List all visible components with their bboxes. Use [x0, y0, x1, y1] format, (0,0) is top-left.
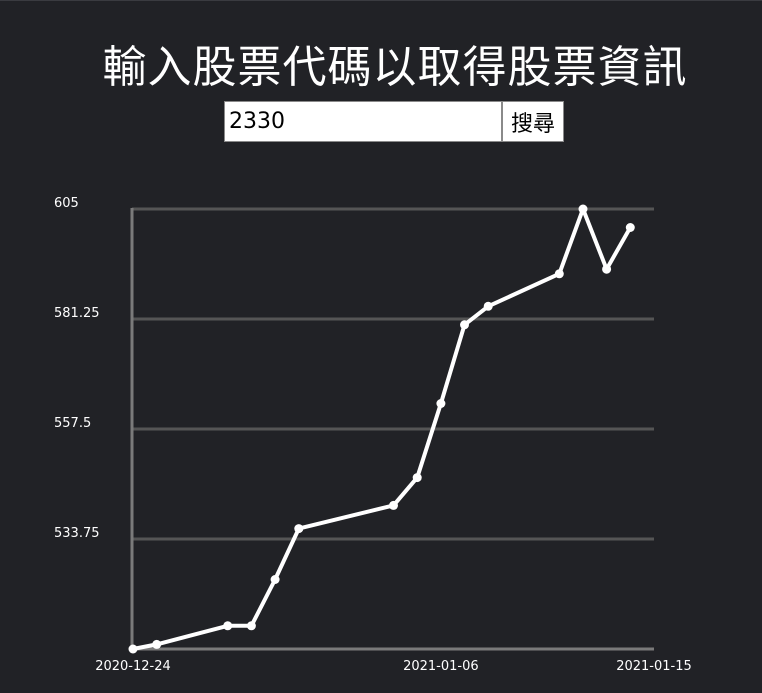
x-tick-label: 2021-01-06: [403, 659, 479, 674]
x-tick-label: 2021-01-15: [616, 659, 692, 674]
price-point: [294, 524, 304, 534]
price-points: [128, 204, 635, 654]
price-point: [483, 301, 493, 311]
chart-axes: [130, 208, 654, 651]
price-point: [412, 473, 422, 483]
page-title: 輸入股票代碼以取得股票資訊: [102, 42, 688, 93]
price-point: [270, 575, 280, 584]
x-tick-labels: 2020-12-24 2021-01-06 2021-01-15: [95, 659, 692, 674]
grid-lines: [132, 207, 654, 541]
price-point: [460, 320, 469, 330]
price-point: [602, 264, 612, 274]
price-point: [625, 223, 635, 232]
price-point: [389, 500, 398, 510]
price-point: [246, 621, 256, 631]
y-tick-label: 605: [54, 196, 79, 211]
search-button[interactable]: 搜尋: [502, 101, 564, 142]
top-border: [0, 0, 762, 1]
x-tick-label: 2020-12-24: [95, 659, 171, 674]
price-point: [578, 204, 588, 214]
stock-code-input[interactable]: [224, 101, 502, 142]
y-tick-label: 557.5: [54, 416, 91, 431]
price-point: [128, 644, 138, 654]
y-tick-labels: 605 581.25 557.5 533.75: [54, 196, 100, 541]
y-tick-label: 533.75: [54, 526, 100, 541]
price-point: [436, 399, 446, 408]
price-point: [223, 621, 233, 631]
price-point: [152, 639, 162, 649]
y-tick-label: 581.25: [54, 306, 100, 321]
price-point: [554, 269, 564, 279]
